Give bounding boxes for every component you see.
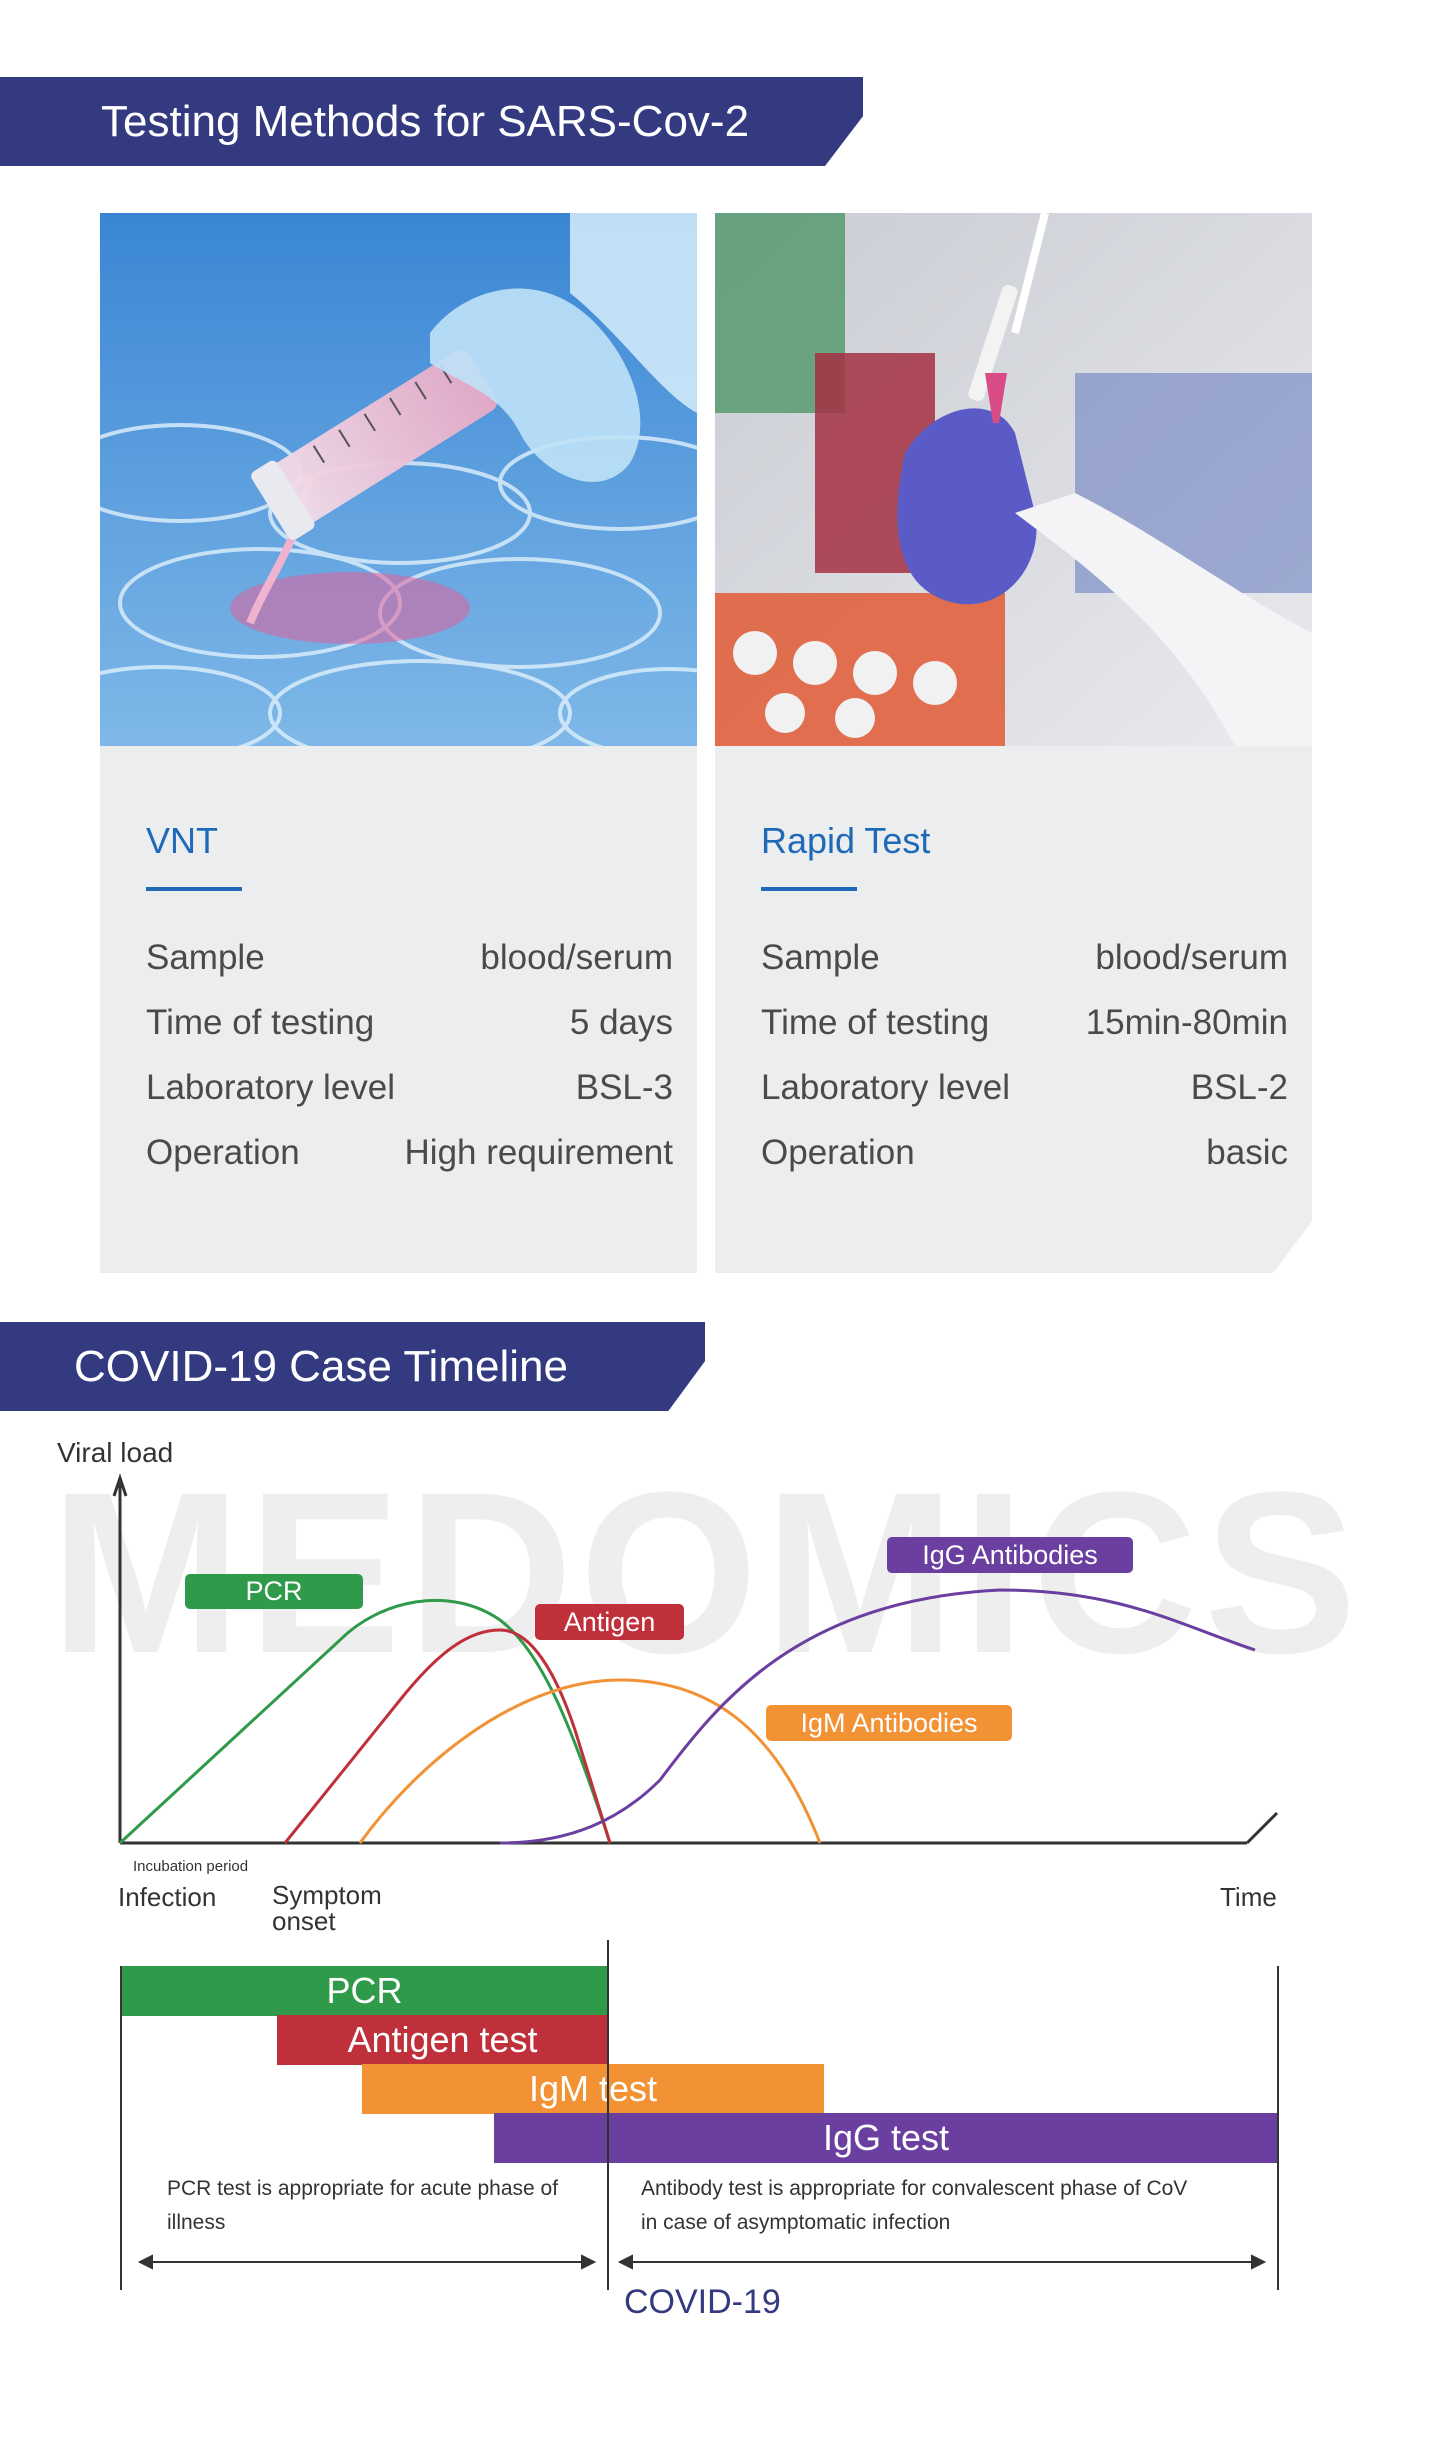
vnt-title-underline <box>146 887 242 891</box>
igm-curve <box>358 1678 822 1844</box>
vnt-time-label: Time of testing <box>146 1003 375 1042</box>
convalescent-phase-note: Antibody test is appropriate for convale… <box>641 2177 1188 2234</box>
vnt-operation-value: High requirement <box>404 1133 673 1172</box>
convalescent-phase-arrow <box>617 2254 1267 2270</box>
antigen-curve-label: Antigen <box>535 1604 684 1640</box>
rapid-operation-label: Operation <box>761 1133 915 1172</box>
y-axis-label: Viral load <box>57 1437 174 1468</box>
vnt-lab-photo <box>100 213 697 746</box>
rapid-lab-level-label: Laboratory level <box>761 1068 1011 1107</box>
pcr-test-bar: PCR <box>121 1966 608 2016</box>
vnt-sample-label: Sample <box>146 938 265 977</box>
acute-phase-arrow <box>137 2254 597 2270</box>
rapid-lab-level-value: BSL-2 <box>1190 1068 1288 1107</box>
vnt-card: VNT Sample blood/serum Time of testing 5… <box>100 213 697 1273</box>
vnt-time-value: 5 days <box>569 1003 673 1042</box>
covid19-label: COVID-19 <box>624 2283 781 2321</box>
rapid-test-title-underline <box>761 887 857 891</box>
rapid-time-label: Time of testing <box>761 1003 990 1042</box>
rapid-row-lab-level: Laboratory level BSL-2 <box>761 1068 1288 1108</box>
antigen-test-bar: Antigen test <box>277 2015 608 2065</box>
vnt-card-title: VNT <box>146 820 218 861</box>
vnt-row-time: Time of testing 5 days <box>146 1003 673 1043</box>
rapid-test-card: Rapid Test Sample blood/serum Time of te… <box>715 213 1312 1273</box>
igg-curve-label: IgG Antibodies <box>887 1537 1133 1573</box>
rapid-operation-value: basic <box>1206 1133 1288 1172</box>
methods-section-title: Testing Methods for SARS-Cov-2 <box>0 77 863 166</box>
igg-test-bar: IgG test <box>494 2113 1278 2163</box>
rapid-row-operation: Operation basic <box>761 1133 1288 1173</box>
rapid-test-lab-photo <box>715 213 1312 746</box>
x-axis-label: Time <box>1220 1882 1277 1912</box>
incubation-period-label: Incubation period <box>133 1858 249 1875</box>
rapid-sample-value: blood/serum <box>1095 938 1288 977</box>
vnt-row-sample: Sample blood/serum <box>146 938 673 978</box>
rapid-row-time: Time of testing 15min-80min <box>761 1003 1288 1043</box>
vnt-row-lab-level: Laboratory level BSL-3 <box>146 1068 673 1108</box>
x-axis-tail <box>1245 1811 1279 1845</box>
igm-curve-label: IgM Antibodies <box>766 1705 1012 1741</box>
symptom-onset-label: Symptom onset <box>272 1880 382 1936</box>
acute-phase-note: PCR test is appropriate for acute phase … <box>167 2177 559 2234</box>
rapid-row-sample: Sample blood/serum <box>761 938 1288 978</box>
igg-curve <box>499 1588 1256 1845</box>
rapid-sample-label: Sample <box>761 938 880 977</box>
igm-test-bar: IgM test <box>362 2064 824 2114</box>
pcr-curve-label: PCR <box>185 1574 363 1609</box>
vnt-operation-label: Operation <box>146 1133 300 1172</box>
timeline-section-title: COVID-19 Case Timeline <box>0 1322 705 1411</box>
pcr-curve <box>118 1598 612 1845</box>
vnt-row-operation: Operation High requirement <box>146 1133 673 1173</box>
infection-label: Infection <box>118 1882 217 1912</box>
vnt-sample-value: blood/serum <box>480 938 673 977</box>
watermark: MEDOMICS <box>50 1444 1363 1701</box>
rapid-time-value: 15min-80min <box>1085 1003 1288 1042</box>
vnt-lab-level-value: BSL-3 <box>575 1068 673 1107</box>
vnt-lab-level-label: Laboratory level <box>146 1068 396 1107</box>
rapid-test-card-title: Rapid Test <box>761 820 931 861</box>
